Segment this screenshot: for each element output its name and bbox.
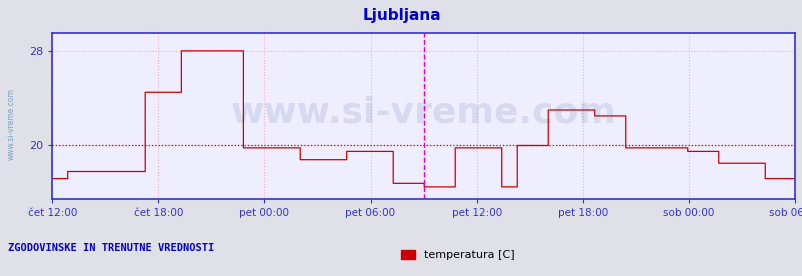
Legend: temperatura [C]: temperatura [C] — [396, 246, 518, 265]
Text: www.si-vreme.com: www.si-vreme.com — [6, 88, 15, 160]
Text: Ljubljana: Ljubljana — [362, 8, 440, 23]
Text: ZGODOVINSKE IN TRENUTNE VREDNOSTI: ZGODOVINSKE IN TRENUTNE VREDNOSTI — [8, 243, 214, 253]
Text: www.si-vreme.com: www.si-vreme.com — [230, 95, 616, 130]
